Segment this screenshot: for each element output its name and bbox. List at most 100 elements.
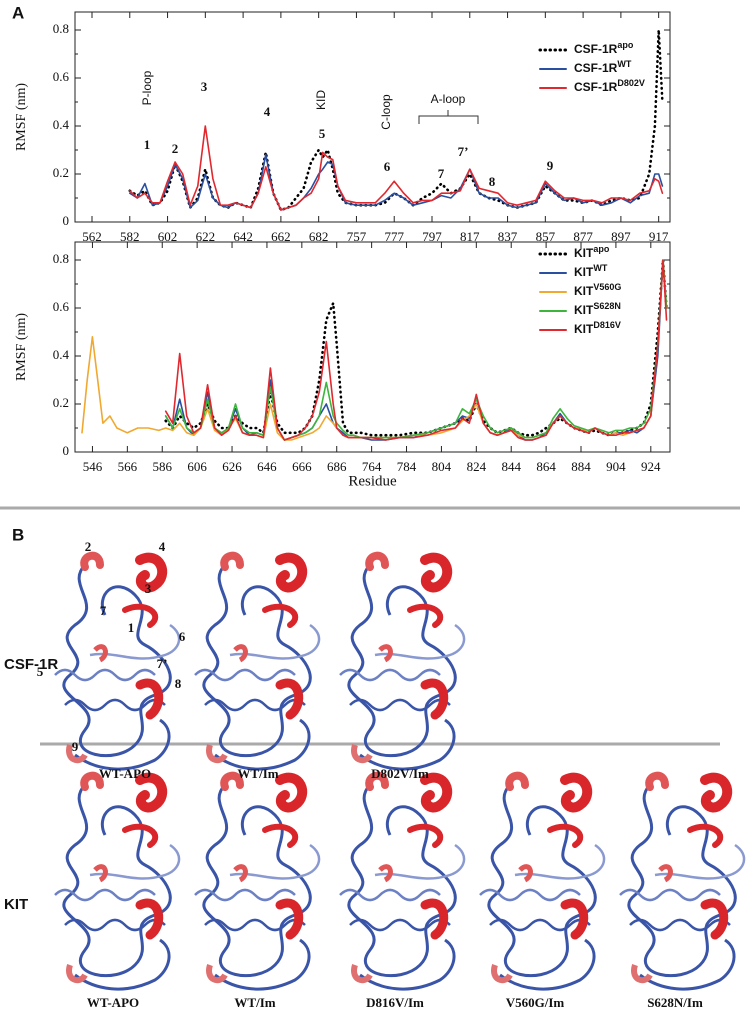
structure	[195, 776, 319, 989]
y-tick-label: 0.8	[53, 21, 69, 36]
y-tick-label: 0.2	[53, 165, 69, 180]
series-line	[164, 259, 668, 441]
legend-label: CSF-1RWT	[574, 59, 632, 75]
x-tick-label: 864	[536, 459, 556, 474]
annotation: A-loop	[431, 92, 466, 106]
x-tick-label: 666	[292, 459, 312, 474]
x-tick-label: 904	[606, 459, 626, 474]
x-tick-label: 837	[498, 229, 518, 244]
annotation: 7’	[458, 144, 469, 159]
y-axis-label: RMSF (nm)	[14, 83, 29, 151]
legend-superscript: S628N	[593, 301, 621, 311]
plot-frame	[74, 241, 671, 453]
structure	[480, 776, 604, 989]
annotation: 2	[172, 141, 179, 156]
legend-label: CSF-1Rapo	[574, 40, 634, 56]
caption: WT/Im	[237, 766, 278, 781]
annotation: 5	[319, 126, 326, 141]
legend-name: KIT	[574, 322, 594, 336]
legend-name: CSF-1R	[574, 80, 618, 94]
structure	[340, 556, 464, 769]
caption: S628N/Im	[647, 995, 703, 1010]
annotation: C-loop	[379, 94, 393, 130]
structure	[620, 776, 744, 989]
legend-label: KITV560G	[574, 282, 621, 298]
legend-superscript: D802V	[617, 78, 645, 88]
legend-superscript: V560G	[593, 282, 621, 292]
region-number: 4	[159, 539, 166, 554]
region-number: 2	[85, 539, 92, 554]
x-tick-label: 884	[571, 459, 591, 474]
legend-name: KIT	[574, 303, 594, 317]
structure	[195, 556, 319, 769]
x-tick-label: 897	[611, 229, 631, 244]
legend-name: KIT	[574, 284, 594, 298]
y-tick-label: 0.6	[53, 69, 70, 84]
x-tick-label: 642	[233, 229, 253, 244]
series-line	[129, 125, 664, 211]
legend-label: KITD816V	[574, 320, 621, 336]
annotation: 9	[547, 158, 554, 173]
legend-superscript: WT	[617, 59, 631, 69]
series-line	[164, 258, 668, 437]
y-tick-label: 0.4	[53, 347, 70, 362]
y-axis-label: RMSF (nm)	[14, 313, 29, 381]
x-tick-label: 924	[641, 459, 661, 474]
x-tick-label: 622	[196, 229, 216, 244]
x-tick-label: 797	[422, 229, 442, 244]
x-tick-label: 566	[118, 459, 138, 474]
y-tick-label: 0	[63, 443, 70, 458]
row-label: KIT	[4, 896, 28, 913]
legend-name: CSF-1R	[574, 42, 618, 56]
legend-name: KIT	[574, 246, 594, 260]
legend-name: CSF-1R	[574, 61, 618, 75]
plot-frame	[74, 11, 671, 223]
region-number: 7	[100, 603, 107, 618]
region-number: 7’	[157, 656, 168, 671]
region-number: 1	[128, 620, 135, 635]
x-tick-label: 606	[187, 459, 207, 474]
caption: WT-APO	[99, 766, 151, 781]
structure	[340, 776, 464, 989]
y-tick-label: 0.2	[53, 395, 69, 410]
y-tick-label: 0.4	[53, 117, 70, 132]
x-tick-label: 682	[309, 229, 329, 244]
structure	[55, 776, 179, 989]
x-tick-label: 646	[257, 459, 277, 474]
annotation: 7	[438, 166, 445, 181]
x-tick-label: 757	[347, 229, 367, 244]
x-tick-label: 602	[158, 229, 178, 244]
x-tick-label: 817	[460, 229, 480, 244]
legend-superscript: apo	[617, 40, 634, 50]
x-tick-label: 804	[432, 459, 452, 474]
x-tick-label: 582	[120, 229, 140, 244]
x-tick-label: 546	[83, 459, 103, 474]
legend-name: KIT	[574, 265, 594, 279]
annotation: P-loop	[140, 70, 154, 105]
x-tick-label: 626	[222, 459, 242, 474]
annotation: 4	[264, 104, 271, 119]
region-number: 9	[72, 739, 79, 754]
x-tick-label: 877	[573, 229, 593, 244]
annotation: 6	[384, 159, 391, 174]
legend-label: KITS628N	[574, 301, 621, 317]
row-label: CSF-1R	[4, 656, 58, 673]
x-tick-label: 686	[327, 459, 347, 474]
caption: V560G/Im	[506, 995, 565, 1010]
legend-label: KITWT	[574, 263, 608, 279]
region-number: 3	[145, 581, 152, 596]
x-tick-label: 764	[362, 459, 382, 474]
x-tick-label: 784	[397, 459, 417, 474]
panel-label: B	[12, 525, 24, 544]
x-tick-label: 777	[384, 229, 404, 244]
x-tick-label: 586	[152, 459, 172, 474]
annotation: KID	[314, 90, 328, 110]
caption: D802V/Im	[371, 766, 429, 781]
x-tick-label: 857	[536, 229, 556, 244]
legend-superscript: WT	[593, 263, 607, 273]
y-tick-label: 0	[63, 213, 70, 228]
x-tick-label: 917	[649, 229, 669, 244]
annotation: 8	[489, 174, 496, 189]
legend-label: CSF-1RD802V	[574, 78, 645, 94]
